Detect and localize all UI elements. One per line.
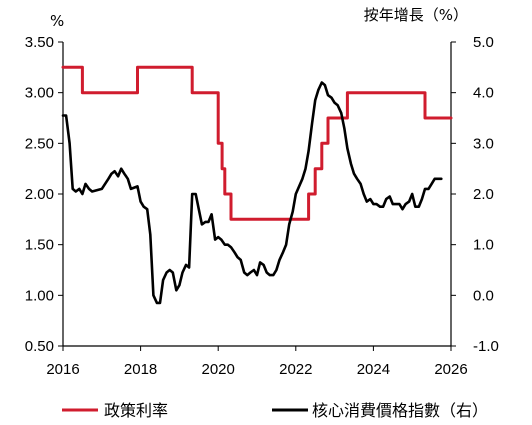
left-tick-label: 0.50 <box>25 338 54 355</box>
right-unit-label: 按年增長（%） <box>364 6 468 24</box>
series-line-core-cpi <box>61 81 443 305</box>
left-unit-label: % <box>50 12 64 30</box>
right-tick-label: 1.0 <box>473 237 494 254</box>
legend-label-core-cpi: 核心消費價格指數（右） <box>312 401 488 420</box>
right-tick-label: 3.0 <box>473 135 494 152</box>
series-line-policy-rate <box>61 65 453 221</box>
legend-label-policy-rate: 政策利率 <box>104 401 168 420</box>
right-tick-label: 4.0 <box>473 85 494 102</box>
right-tick-label: 5.0 <box>473 34 494 51</box>
left-tick-label: 2.00 <box>25 186 54 203</box>
left-tick-label: 2.50 <box>25 135 54 152</box>
x-tick-label: 2022 <box>279 361 312 378</box>
x-tick-label: 2026 <box>434 361 467 378</box>
legend: 政策利率 核心消費價格指數（右） <box>62 401 488 420</box>
right-tick-label: -1.0 <box>473 338 499 355</box>
x-tick-label: 2016 <box>46 361 79 378</box>
plot-area: 0.50 1.00 1.50 2.00 2.50 3.00 3.50 -1.0 0.0 1.0 2.… <box>25 34 499 378</box>
right-tick-label: 0.0 <box>473 287 494 304</box>
right-tick-label: 2.0 <box>473 186 494 203</box>
left-tick-label: 3.50 <box>25 34 54 51</box>
left-tick-label: 1.50 <box>25 237 54 254</box>
left-tick-label: 3.00 <box>25 85 54 102</box>
x-tick-label: 2024 <box>357 361 390 378</box>
x-tick-label: 2020 <box>202 361 235 378</box>
x-tick-label: 2018 <box>124 361 157 378</box>
left-tick-label: 1.00 <box>25 287 54 304</box>
